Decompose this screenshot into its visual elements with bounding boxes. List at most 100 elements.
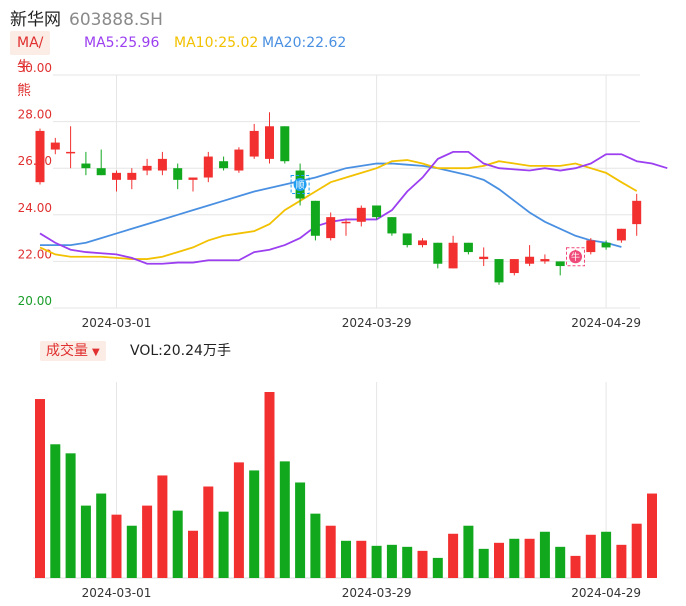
- volume-indicator-button[interactable]: 成交量 ▼: [40, 341, 106, 361]
- ma5-legend: MA5:25.96: [84, 35, 160, 51]
- candle-body: [35, 130, 45, 183]
- candle-body: [127, 172, 137, 180]
- volume-bar: [218, 511, 229, 578]
- volume-bar: [341, 540, 351, 578]
- volume-bar: [325, 525, 336, 578]
- volume-bar: [647, 493, 657, 578]
- candle-body: [418, 240, 427, 246]
- volume-bar: [188, 530, 198, 578]
- volume-bar: [65, 453, 76, 578]
- marker-frame: [566, 247, 585, 267]
- volume-date-label: 2024-03-01: [82, 586, 152, 600]
- volume-bar: [295, 482, 306, 578]
- volume-bar: [631, 523, 642, 578]
- candle-body: [601, 242, 611, 248]
- volume-button-label: 成交量: [46, 343, 88, 359]
- candle-body: [448, 242, 458, 269]
- stock-title: 新华网 603888.SH: [10, 5, 163, 30]
- ma10-legend: MA10:25.02: [174, 35, 259, 51]
- candle-body: [157, 158, 167, 171]
- candle-body: [188, 177, 198, 180]
- volume-bar: [157, 475, 168, 578]
- stock-code: 603888.SH: [69, 10, 163, 30]
- volume-bar: [432, 557, 443, 578]
- candle-body: [249, 130, 259, 157]
- price-date-label: 2024-04-29: [571, 316, 641, 330]
- price-tick-label: 28.00: [18, 108, 52, 122]
- price-tick-label: 20.00: [18, 294, 52, 308]
- candle-body: [433, 242, 443, 264]
- candle-body: [387, 217, 397, 234]
- candle-body: [234, 149, 244, 171]
- ma5-line: [39, 150, 668, 265]
- volume-bar: [310, 513, 321, 578]
- stock-name: 新华网: [10, 10, 61, 30]
- volume-bar: [463, 525, 474, 578]
- volume-bar: [494, 542, 504, 578]
- candle-body: [494, 259, 504, 283]
- volume-date-label: 2024-04-29: [571, 586, 641, 600]
- volume-bar: [509, 538, 520, 578]
- volume-bar: [142, 505, 153, 578]
- volume-bar: [585, 534, 596, 578]
- candle-body: [112, 172, 121, 180]
- candle-body: [142, 165, 152, 171]
- volume-bar: [80, 505, 91, 578]
- candle-body: [219, 161, 229, 169]
- marker-badge: [293, 178, 307, 192]
- volume-bar: [601, 531, 612, 578]
- price-tick-label: 26.00: [18, 154, 52, 168]
- candle-body: [280, 126, 290, 162]
- volume-bar: [524, 538, 535, 578]
- volume-bar: [555, 546, 566, 578]
- marker-badge: [569, 250, 582, 264]
- volume-bar: [50, 444, 61, 578]
- candle-body: [540, 259, 550, 262]
- volume-bar: [172, 510, 183, 578]
- ma-indicator-button[interactable]: MA/牛熊: [10, 31, 51, 99]
- candle-body: [525, 256, 535, 264]
- volume-bar: [478, 548, 489, 578]
- volume-bar: [371, 545, 382, 578]
- candle-body: [555, 261, 565, 267]
- marker-label: 牛: [571, 251, 580, 263]
- volume-bar: [448, 533, 459, 578]
- candle-body: [310, 200, 320, 236]
- volume-value: VOL:20.24万手: [130, 343, 231, 359]
- volume-bar: [539, 531, 550, 578]
- marker-label: 顺: [296, 180, 305, 191]
- volume-bar: [279, 461, 290, 578]
- volume-bar: [35, 399, 45, 578]
- candle-body: [479, 256, 489, 260]
- candle-body: [66, 151, 76, 154]
- volume-date-label: 2024-03-29: [342, 586, 412, 600]
- candle-body: [616, 228, 626, 241]
- candle-body: [203, 156, 213, 178]
- volume-bar: [126, 525, 137, 578]
- ma10-line: [39, 159, 638, 260]
- marker-frame: [290, 175, 310, 195]
- dropdown-triangle-icon: ▼: [92, 347, 100, 358]
- volume-bar: [111, 514, 122, 578]
- volume-bar: [356, 540, 367, 578]
- volume-bar: [417, 550, 428, 578]
- candle-body: [173, 168, 183, 180]
- candle-body: [265, 126, 274, 159]
- candle-body: [50, 142, 60, 150]
- candle-body: [356, 207, 366, 222]
- candle-body: [463, 242, 473, 253]
- volume-bar: [249, 470, 260, 578]
- candle-body: [509, 259, 519, 274]
- candle-body: [326, 217, 336, 239]
- candle-body: [341, 221, 351, 224]
- ma20-legend: MA20:22.62: [262, 35, 347, 51]
- price-tick-label: 24.00: [18, 201, 52, 215]
- volume-bar: [402, 546, 413, 578]
- volume-bar: [96, 493, 107, 578]
- candle-body: [402, 233, 412, 246]
- price-date-label: 2024-03-29: [342, 316, 412, 330]
- volume-bar: [570, 555, 581, 578]
- candle-body: [96, 168, 106, 176]
- volume-bar: [616, 544, 627, 578]
- candle-body: [586, 240, 596, 253]
